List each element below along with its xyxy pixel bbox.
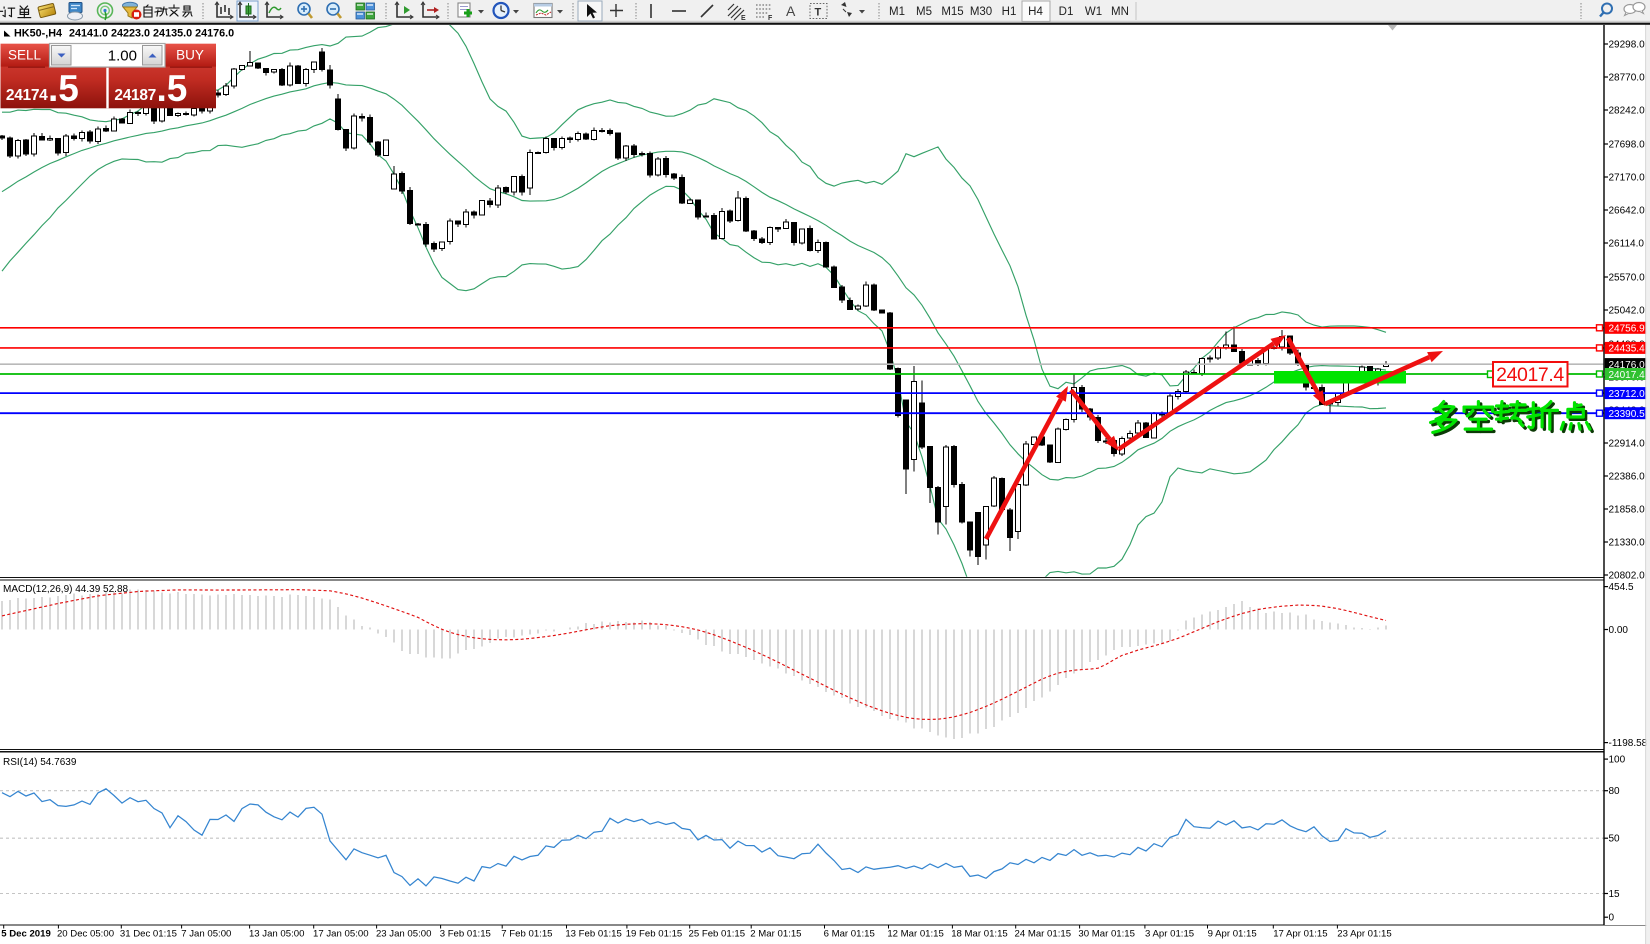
svg-text:M1: M1	[889, 6, 905, 18]
svg-text:6 Mar 01:15: 6 Mar 01:15	[824, 929, 875, 940]
svg-text:RSI(14) 54.7639: RSI(14) 54.7639	[3, 757, 77, 768]
svg-text:15: 15	[1609, 889, 1621, 900]
svg-text:.5: .5	[157, 68, 188, 109]
svg-text:H4: H4	[1028, 6, 1043, 18]
svg-text:.5: .5	[48, 68, 79, 109]
svg-text:23712.0: 23712.0	[1609, 389, 1646, 400]
svg-text:20802.0: 20802.0	[1609, 571, 1646, 582]
svg-text:24017.4: 24017.4	[1496, 364, 1564, 386]
svg-text:3 Feb 01:15: 3 Feb 01:15	[440, 929, 491, 940]
svg-text:7 Feb 01:15: 7 Feb 01:15	[501, 929, 552, 940]
svg-text:50: 50	[1609, 834, 1621, 845]
svg-text:W1: W1	[1085, 6, 1102, 18]
svg-text:M15: M15	[941, 6, 963, 18]
svg-text:T: T	[815, 7, 822, 19]
svg-text:27698.0: 27698.0	[1609, 140, 1646, 151]
svg-text:31 Dec 01:15: 31 Dec 01:15	[120, 929, 177, 940]
svg-text:13 Feb 01:15: 13 Feb 01:15	[565, 929, 622, 940]
svg-text:HK50-,H4: HK50-,H4	[14, 28, 62, 40]
svg-text:13 Jan 05:00: 13 Jan 05:00	[249, 929, 304, 940]
svg-text:25 Feb 01:15: 25 Feb 01:15	[689, 929, 746, 940]
svg-text:F: F	[768, 15, 773, 22]
svg-text:20 Dec 05:00: 20 Dec 05:00	[57, 929, 114, 940]
svg-text:0.00: 0.00	[1609, 625, 1629, 636]
svg-text:SELL: SELL	[8, 48, 42, 63]
svg-text:28242.0: 28242.0	[1609, 106, 1646, 117]
svg-text:454.5: 454.5	[1609, 582, 1634, 593]
svg-text:21858.0: 21858.0	[1609, 505, 1646, 516]
svg-text:H1: H1	[1002, 6, 1017, 18]
svg-text:9 Apr 01:15: 9 Apr 01:15	[1208, 929, 1257, 940]
svg-text:17 Jan 05:00: 17 Jan 05:00	[313, 929, 368, 940]
svg-text:2 Mar 01:15: 2 Mar 01:15	[750, 929, 801, 940]
svg-text:25042.0: 25042.0	[1609, 306, 1646, 317]
svg-text:23 Apr 01:15: 23 Apr 01:15	[1337, 929, 1391, 940]
svg-text:24187: 24187	[114, 87, 156, 104]
svg-text:M5: M5	[916, 6, 932, 18]
svg-text:24176.0: 24176.0	[1609, 360, 1646, 371]
svg-text:1.00: 1.00	[108, 48, 137, 65]
svg-text:0: 0	[1609, 913, 1615, 924]
svg-text:18 Mar 01:15: 18 Mar 01:15	[951, 929, 1008, 940]
svg-text:29298.0: 29298.0	[1609, 40, 1646, 51]
svg-text:24756.9: 24756.9	[1609, 324, 1646, 335]
svg-text:100: 100	[1609, 755, 1626, 766]
svg-text:MN: MN	[1111, 6, 1129, 18]
svg-text:24141.0 24223.0 24135.0 24176.: 24141.0 24223.0 24135.0 24176.0	[69, 28, 234, 40]
svg-text:24 Mar 01:15: 24 Mar 01:15	[1015, 929, 1072, 940]
svg-text:27170.0: 27170.0	[1609, 173, 1646, 184]
svg-text:24017.4: 24017.4	[1609, 370, 1646, 381]
svg-text:21330.0: 21330.0	[1609, 538, 1646, 549]
svg-text:22386.0: 22386.0	[1609, 472, 1646, 483]
svg-text:30 Mar 01:15: 30 Mar 01:15	[1078, 929, 1135, 940]
svg-text:MACD(12,26,9) 44.39 52.88: MACD(12,26,9) 44.39 52.88	[3, 584, 129, 595]
svg-text:7 Jan 05:00: 7 Jan 05:00	[181, 929, 231, 940]
svg-text:28770.0: 28770.0	[1609, 73, 1646, 84]
svg-text:22914.0: 22914.0	[1609, 439, 1646, 450]
svg-text:26642.0: 26642.0	[1609, 206, 1646, 217]
svg-text:BUY: BUY	[176, 48, 204, 63]
svg-text:23390.5: 23390.5	[1609, 409, 1646, 420]
svg-text:12 Mar 01:15: 12 Mar 01:15	[887, 929, 944, 940]
svg-text:-1198.58: -1198.58	[1609, 738, 1648, 749]
svg-text:5 Dec 2019: 5 Dec 2019	[1, 929, 51, 940]
svg-text:24174: 24174	[6, 87, 48, 104]
svg-text:A: A	[786, 3, 796, 19]
svg-text:19 Feb 01:15: 19 Feb 01:15	[626, 929, 683, 940]
svg-text:26114.0: 26114.0	[1609, 239, 1645, 250]
svg-text:D1: D1	[1059, 6, 1074, 18]
svg-text:M30: M30	[970, 6, 992, 18]
svg-text:80: 80	[1609, 786, 1621, 797]
svg-text:17 Apr 01:15: 17 Apr 01:15	[1273, 929, 1327, 940]
svg-text:25570.0: 25570.0	[1609, 273, 1646, 284]
svg-text:24435.4: 24435.4	[1609, 344, 1646, 355]
svg-text:3 Apr 01:15: 3 Apr 01:15	[1145, 929, 1194, 940]
svg-text:E: E	[741, 15, 746, 22]
svg-text:23 Jan 05:00: 23 Jan 05:00	[376, 929, 431, 940]
